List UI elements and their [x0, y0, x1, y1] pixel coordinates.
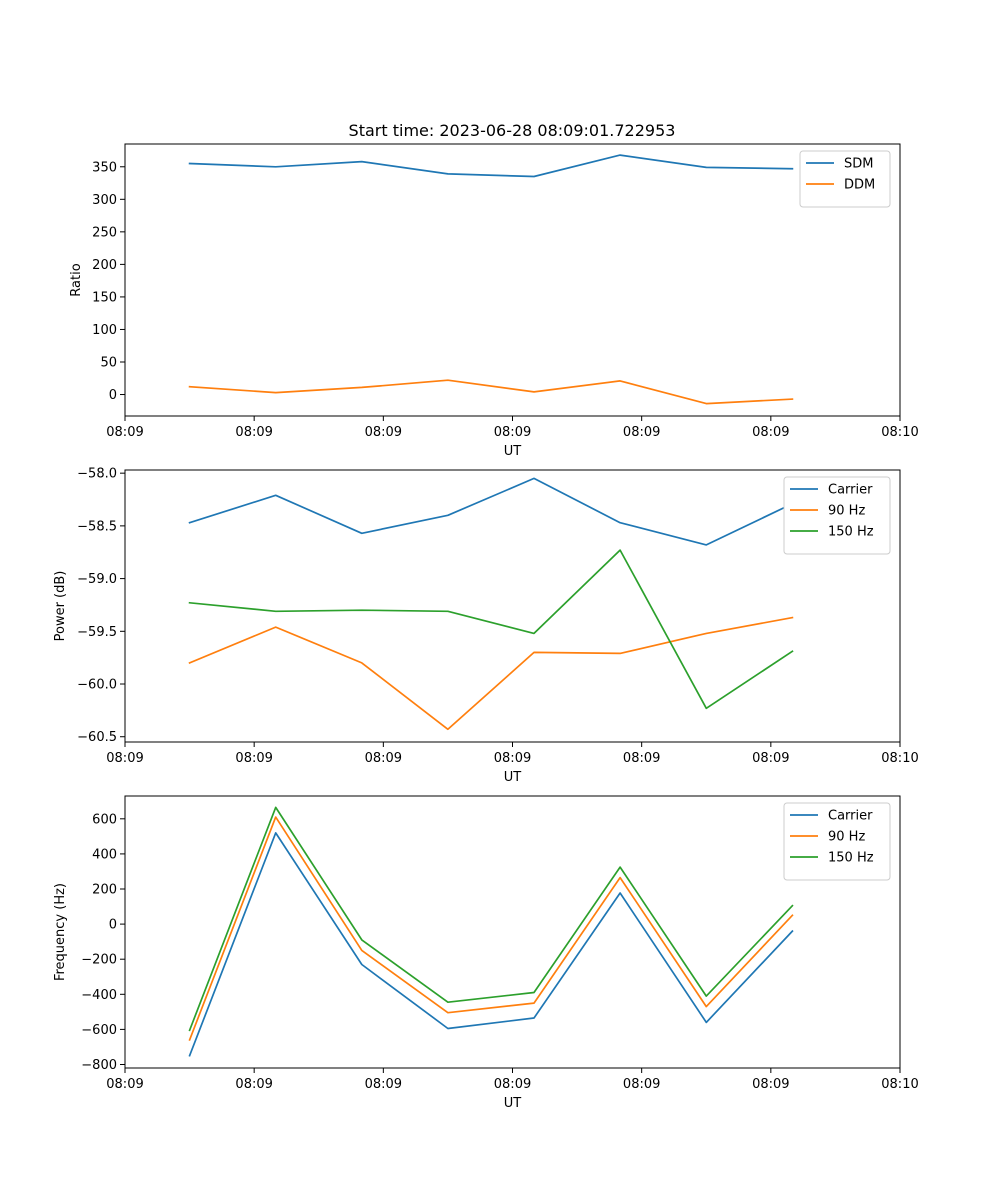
y-tick-label: −58.0	[77, 467, 117, 482]
series-line-ddm	[188, 379, 794, 405]
x-tick-label: 08:09	[235, 751, 272, 766]
chart-title: Start time: 2023-06-28 08:09:01.722953	[349, 121, 676, 140]
x-tick-label: 08:09	[106, 1077, 143, 1092]
y-tick-label: −59.5	[77, 625, 117, 640]
legend-box	[783, 476, 891, 555]
y-axis-label: Ratio	[69, 263, 84, 296]
y-tick-label: 100	[92, 323, 117, 338]
y-tick-label: −600	[81, 1023, 117, 1038]
legend-label: 90 Hz	[828, 830, 865, 845]
series-line-carrier	[188, 477, 794, 546]
x-tick-label: 08:09	[623, 751, 660, 766]
legend: SDM DDM	[799, 150, 891, 208]
y-tick-label: 0	[109, 388, 117, 403]
series-line-90-hz	[188, 616, 794, 731]
legend-label: 150 Hz	[828, 851, 874, 866]
x-axis-label: UT	[504, 1096, 522, 1111]
legend-label: Carrier	[828, 809, 873, 824]
x-tick-label: 08:09	[494, 1077, 531, 1092]
x-tick-label: 08:09	[623, 425, 660, 440]
x-tick-label: 08:09	[494, 751, 531, 766]
y-tick-label: −200	[81, 953, 117, 968]
y-tick-label: −400	[81, 988, 117, 1003]
x-tick-label: 08:10	[881, 751, 918, 766]
series-line-sdm	[188, 154, 794, 178]
legend-label: DDM	[844, 178, 875, 193]
legend: Carrier 90 Hz 150 Hz	[783, 476, 891, 555]
y-tick-label: 600	[92, 812, 117, 827]
x-tick-label: 08:09	[235, 1077, 272, 1092]
x-tick-label: 08:09	[494, 425, 531, 440]
x-axis-label: UT	[504, 770, 522, 785]
y-tick-label: −800	[81, 1058, 117, 1073]
x-tick-label: 08:09	[752, 751, 789, 766]
y-tick-label: −60.0	[77, 678, 117, 693]
subplot-ratio: 08:09 08:09 08:09 08:09 08:09 08:09 08:10 0 50 10…	[69, 143, 919, 459]
legend-label: SDM	[844, 157, 873, 172]
x-tick-label: 08:09	[106, 751, 143, 766]
y-axis-label: Frequency (Hz)	[53, 883, 68, 981]
y-tick-label: 50	[100, 355, 117, 370]
legend-box	[799, 150, 891, 208]
x-tick-label: 08:10	[881, 425, 918, 440]
x-tick-label: 08:09	[752, 1077, 789, 1092]
x-tick-label: 08:09	[235, 425, 272, 440]
y-tick-label: 0	[109, 918, 117, 933]
x-tick-label: 08:09	[623, 1077, 660, 1092]
x-tick-label: 08:09	[365, 425, 402, 440]
y-tick-label: 350	[92, 160, 117, 175]
legend: Carrier 90 Hz 150 Hz	[783, 802, 891, 881]
x-tick-label: 08:09	[106, 425, 143, 440]
y-tick-label: −59.0	[77, 572, 117, 587]
x-axis-label: UT	[504, 444, 522, 459]
series-line-150-hz	[188, 806, 794, 1032]
y-tick-label: 300	[92, 193, 117, 208]
y-tick-label: 150	[92, 290, 117, 305]
legend-label: Carrier	[828, 483, 873, 498]
y-tick-label: 400	[92, 847, 117, 862]
series-line-carrier	[188, 832, 794, 1057]
subplot-power: 08:09 08:09 08:09 08:09 08:09 08:09 08:10 −60.5…	[53, 467, 919, 785]
series-line-90-hz	[188, 816, 794, 1041]
y-tick-label: −60.5	[77, 730, 117, 745]
subplot-frequency: 08:09 08:09 08:09 08:09 08:09 08:09 08:10 −800 −…	[53, 795, 919, 1111]
legend-label: 90 Hz	[828, 504, 865, 519]
x-tick-label: 08:09	[365, 1077, 402, 1092]
legend-label: 150 Hz	[828, 525, 874, 540]
x-tick-label: 08:09	[365, 751, 402, 766]
y-tick-label: −58.5	[77, 519, 117, 534]
x-tick-label: 08:10	[881, 1077, 918, 1092]
series-line-150-hz	[188, 549, 794, 710]
y-axis-label: Power (dB)	[53, 571, 68, 642]
legend-box	[783, 802, 891, 881]
y-tick-label: 200	[92, 883, 117, 898]
x-tick-label: 08:09	[752, 425, 789, 440]
y-tick-label: 200	[92, 258, 117, 273]
y-tick-label: 250	[92, 225, 117, 240]
